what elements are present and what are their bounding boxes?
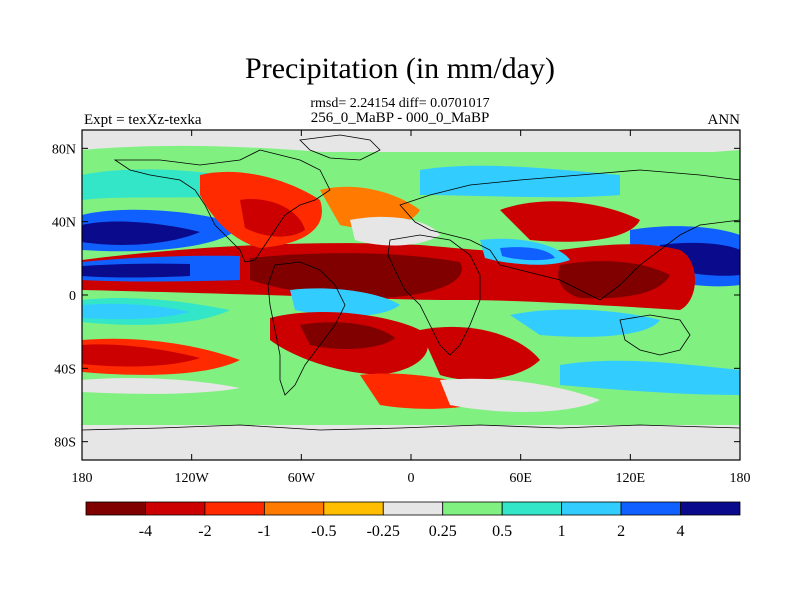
colorbar-swatch [561,501,622,516]
x-tick-label: 0 [408,471,415,486]
x-tick-label: 180 [72,471,93,486]
experiment-label: Expt = texXz-texka [84,112,202,128]
colorbar-label: 4 [677,523,685,540]
colorbar-swatch [204,501,265,516]
colorbar-swatch [263,501,325,516]
stats-line: rmsd= 2.24154 diff= 0.0701017 [310,96,490,111]
colorbar: -4 -2 -1 -0.5 -0.25 0.25 0.5 1 2 4 [85,501,741,540]
y-tick-label: 0 [69,289,76,304]
y-tick-label: 80N [52,142,76,157]
colorbar-swatch [620,501,681,516]
x-tick-label: 120W [175,471,210,486]
figure-title: Precipitation (in mm/day) [245,52,555,85]
map-field [82,130,740,460]
colorbar-swatch [680,501,741,516]
y-tick-label: 40S [54,362,76,377]
colorbar-label: 0.25 [429,523,457,540]
colorbar-swatch [85,501,146,516]
colorbar-swatch [382,501,444,516]
colorbar-swatch [145,501,206,516]
y-tick-label: 80S [54,436,76,451]
colorbar-label: 2 [617,523,625,540]
x-tick-label: 120E [616,471,646,486]
colorbar-label: -0.5 [311,523,336,540]
season-label: ANN [707,112,741,128]
x-tick-label: 60E [509,471,532,486]
x-tick-label: 180 [730,471,751,486]
colorbar-swatch [323,501,384,516]
colorbar-label: -1 [258,523,271,540]
colorbar-label: 0.5 [492,523,512,540]
colorbar-label: -4 [139,523,152,540]
colorbar-swatch [501,501,563,516]
colorbar-label: -2 [198,523,211,540]
axis-ticks: 180 120W 60W 0 60E 120E 180 80N 40N 0 40S 80S [52,130,751,486]
y-tick-label: 40N [52,216,76,231]
coastlines [82,134,740,431]
colorbar-swatch [442,501,503,516]
colorbar-label: 1 [558,523,566,540]
experiment-name: 256_0_MaBP - 000_0_MaBP [310,110,490,126]
colorbar-label: -0.25 [367,523,400,540]
x-tick-label: 60W [288,471,316,486]
